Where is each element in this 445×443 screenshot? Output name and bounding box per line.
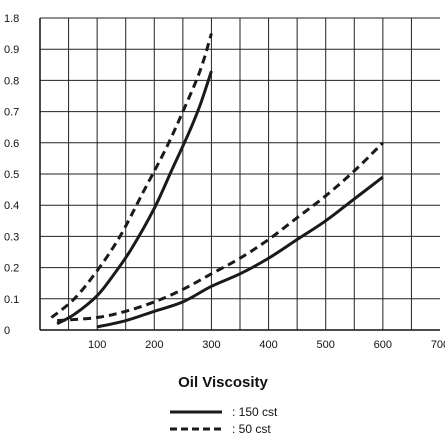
y-tick-label: 0 [4,325,10,337]
y-tick-label: 0.3 [4,231,19,243]
x-axis-title: Oil Viscosity [178,374,268,391]
y-tick-label: 0.9 [4,44,19,56]
y-axis-ticks: 0 0.1 0.2 0.3 0.4 0.5 0.6 0.7 0.8 0.9 1.8 [4,13,19,337]
legend: : 150 cst : 50 cst [170,405,278,436]
y-tick-label: 0.4 [4,200,19,212]
x-tick-label: 300 [202,339,220,351]
legend-label-150cst: : 150 cst [232,405,278,419]
grid [40,17,440,330]
y-tick-label: 0.7 [4,107,19,119]
axes [39,18,440,331]
x-tick-label: 100 [88,339,106,351]
legend-label-50cst: : 50 cst [232,422,271,436]
series-line-dashed-3 [57,141,384,323]
x-tick-label: 200 [145,339,163,351]
y-tick-label: 0.6 [4,138,19,150]
x-tick-label: 600 [374,339,392,351]
x-tick-label: 400 [259,339,277,351]
x-tick-label: 700 [431,339,445,351]
y-tick-label: 0.1 [4,294,19,306]
x-axis-ticks: 100 200 300 400 500 600 700 [88,339,445,351]
series-line-dashed-1 [50,33,213,319]
series-line-solid-0 [56,70,213,326]
y-tick-label: 0.5 [4,169,19,181]
y-tick-label: 0.8 [4,75,19,87]
series-lines [50,33,384,329]
y-tick-label: 1.8 [4,13,19,25]
x-tick-label: 500 [317,339,335,351]
y-tick-label: 0.2 [4,263,19,275]
series-line-solid-2 [96,175,384,329]
